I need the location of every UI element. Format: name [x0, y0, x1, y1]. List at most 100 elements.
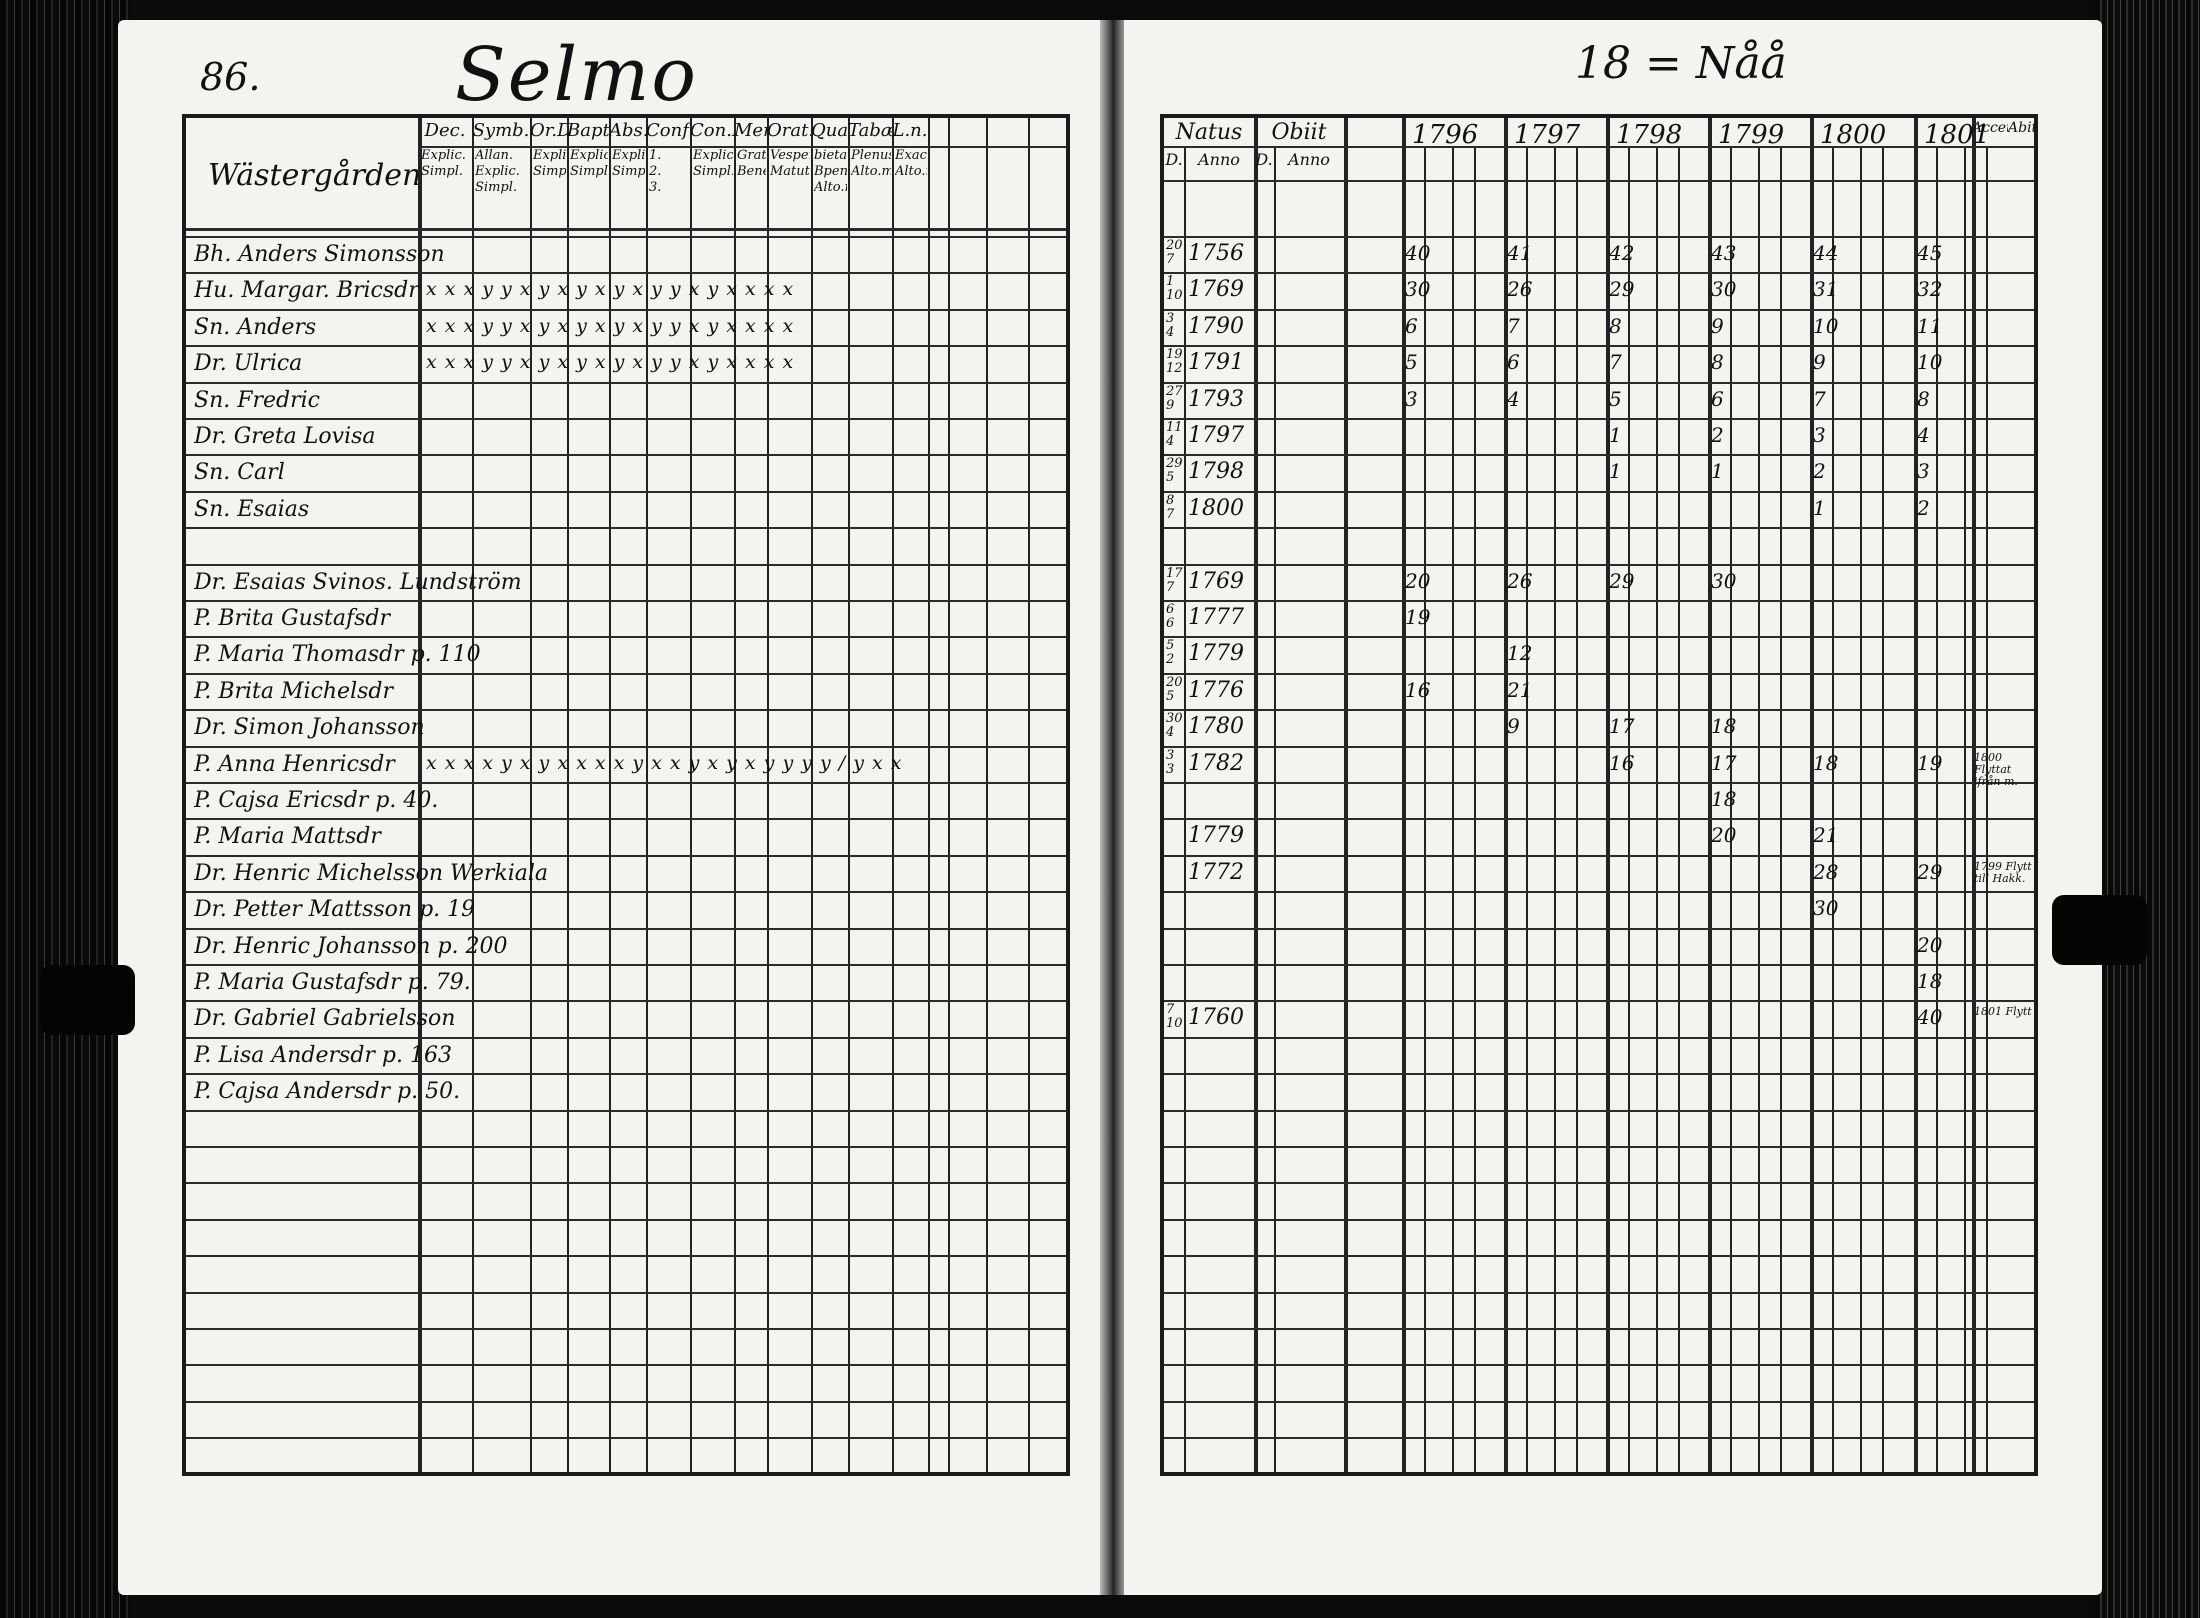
- age-value: 26: [1507, 568, 1533, 593]
- farm-code: 18 = Nåå: [1575, 38, 1787, 89]
- ledger-row-rule: [186, 381, 1066, 384]
- migration-note: 1801 Flytt: [1974, 1005, 2032, 1019]
- birth-year: 1800: [1188, 495, 1244, 521]
- year-subcolumn-rule: [1780, 146, 1782, 1472]
- subheader-line: Alto.m: [851, 164, 891, 179]
- subheader-line: Vesper.: [770, 148, 810, 163]
- column-header: Quaest.: [811, 120, 848, 141]
- age-value: 31: [1813, 277, 1839, 302]
- column-subheader: Vesper.Matut.: [770, 148, 810, 180]
- column-header: Orat.: [767, 120, 811, 141]
- year-header: 1798: [1616, 120, 1683, 150]
- subheader-line: Simpl.: [475, 180, 518, 195]
- person-name: Sn. Fredric: [194, 387, 320, 413]
- age-value: 17: [1609, 714, 1635, 739]
- obiit-header: Obiit: [1271, 120, 1327, 145]
- age-value: 17: [1711, 750, 1737, 775]
- birth-year: 1779: [1188, 641, 1244, 667]
- age-value: 30: [1813, 896, 1839, 921]
- age-value: 20: [1405, 568, 1431, 593]
- age-value: 18: [1711, 714, 1737, 739]
- birth-day: 7 10: [1166, 1002, 1183, 1032]
- ledger-row-rule: [186, 927, 1066, 930]
- obiit-day-header: D.: [1255, 150, 1273, 169]
- column-rule: [948, 118, 950, 1472]
- ledger-row-rule: [186, 636, 1066, 639]
- column-subheader: Grat.a.Bened.: [737, 148, 766, 180]
- subheader-line: Explic.: [693, 148, 733, 163]
- age-value: 19: [1405, 605, 1431, 629]
- age-value: 6: [1711, 386, 1724, 411]
- ledger-row-rule: [186, 1073, 1066, 1076]
- binding-clip-left: [40, 965, 135, 1035]
- year-subcolumn-rule: [1424, 146, 1426, 1472]
- person-name: Bh. Anders Simonsson: [194, 242, 445, 267]
- subheader-line: Simpl.: [533, 164, 566, 179]
- birth-year: 1779: [1188, 823, 1244, 849]
- year-subcolumn-rule: [1526, 146, 1528, 1472]
- ledger-row-rule: [186, 854, 1066, 857]
- ledger-row-rule: [186, 1146, 1066, 1148]
- column-rule: [690, 118, 692, 1472]
- person-name: Sn. Carl: [194, 460, 285, 486]
- ledger-row-rule: [186, 236, 1066, 238]
- ledger-row-rule: [1164, 1000, 2034, 1003]
- subheader-line: 2.: [649, 164, 662, 179]
- age-value: 7: [1507, 313, 1520, 338]
- column-subheader: Plenus Alto.m: [851, 148, 891, 180]
- ledger-row-rule: [186, 490, 1066, 493]
- year-subcolumn-rule: [1474, 146, 1476, 1472]
- year-header: 1797: [1514, 120, 1581, 150]
- age-value: 26: [1507, 277, 1533, 302]
- header-rule: [1164, 146, 2034, 148]
- natus-header: Natus: [1175, 120, 1243, 145]
- subheader-line: Explic.: [612, 148, 645, 163]
- subheader-line: 3.: [649, 180, 662, 195]
- age-value: 40: [1917, 1005, 1943, 1030]
- column-header: Conf.: [646, 120, 690, 141]
- person-name: P. Maria Thomasdr p. 110: [194, 642, 481, 668]
- column-rule: [734, 118, 736, 1472]
- birth-year: 1760: [1188, 1005, 1244, 1031]
- ledger-row-rule: [1164, 818, 2034, 821]
- age-value: 6: [1507, 350, 1520, 375]
- column-header: L.n.: [892, 120, 928, 141]
- book-edge-left: [0, 0, 130, 1618]
- column-rule: [1708, 118, 1712, 1472]
- age-value: 29: [1609, 277, 1635, 302]
- ledger-row-rule: [1164, 1255, 2034, 1258]
- age-value: 43: [1711, 241, 1737, 265]
- age-value: 8: [1917, 386, 1930, 411]
- subheader-line: 1.: [649, 148, 662, 163]
- column-rule: [1810, 118, 1814, 1472]
- age-value: 21: [1813, 823, 1839, 848]
- ledger-row-rule: [1164, 1291, 2034, 1294]
- birth-year: 1793: [1188, 386, 1244, 412]
- ledger-row-rule: [186, 345, 1066, 348]
- column-rule: [1972, 118, 1976, 1472]
- ledger-row-rule: [1164, 1328, 2034, 1330]
- column-rule: [567, 118, 569, 1472]
- birth-year: 1772: [1188, 859, 1244, 885]
- ledger-row-rule: [186, 454, 1066, 457]
- ledger-row-rule: [186, 563, 1066, 566]
- birth-year: 1780: [1188, 714, 1244, 740]
- exam-marks: x x x y y x y x y x y x y y x y x x x x: [426, 314, 795, 337]
- birth-day: 27 9: [1166, 383, 1183, 413]
- ledger-row-rule: [1164, 563, 2034, 566]
- ledger-row-rule: [186, 1364, 1066, 1367]
- ledger-row-rule: [1164, 782, 2034, 784]
- column-header: Bapt.: [567, 120, 609, 141]
- subheader-line: Grat.a.: [737, 148, 766, 163]
- binding-clip-right: [2052, 895, 2147, 965]
- column-header: Con.D.: [690, 120, 734, 141]
- header-rule: [186, 228, 1066, 231]
- person-name: Dr. Greta Lovisa: [194, 424, 376, 449]
- column-header: Symb.: [472, 120, 530, 141]
- column-rule: [892, 118, 894, 1472]
- year-header: 1796: [1412, 120, 1479, 150]
- ledger-row-rule: [1164, 927, 2034, 930]
- ledger-row-rule: [1164, 1182, 2034, 1185]
- age-value: 9: [1507, 714, 1520, 739]
- age-value: 30: [1711, 568, 1737, 593]
